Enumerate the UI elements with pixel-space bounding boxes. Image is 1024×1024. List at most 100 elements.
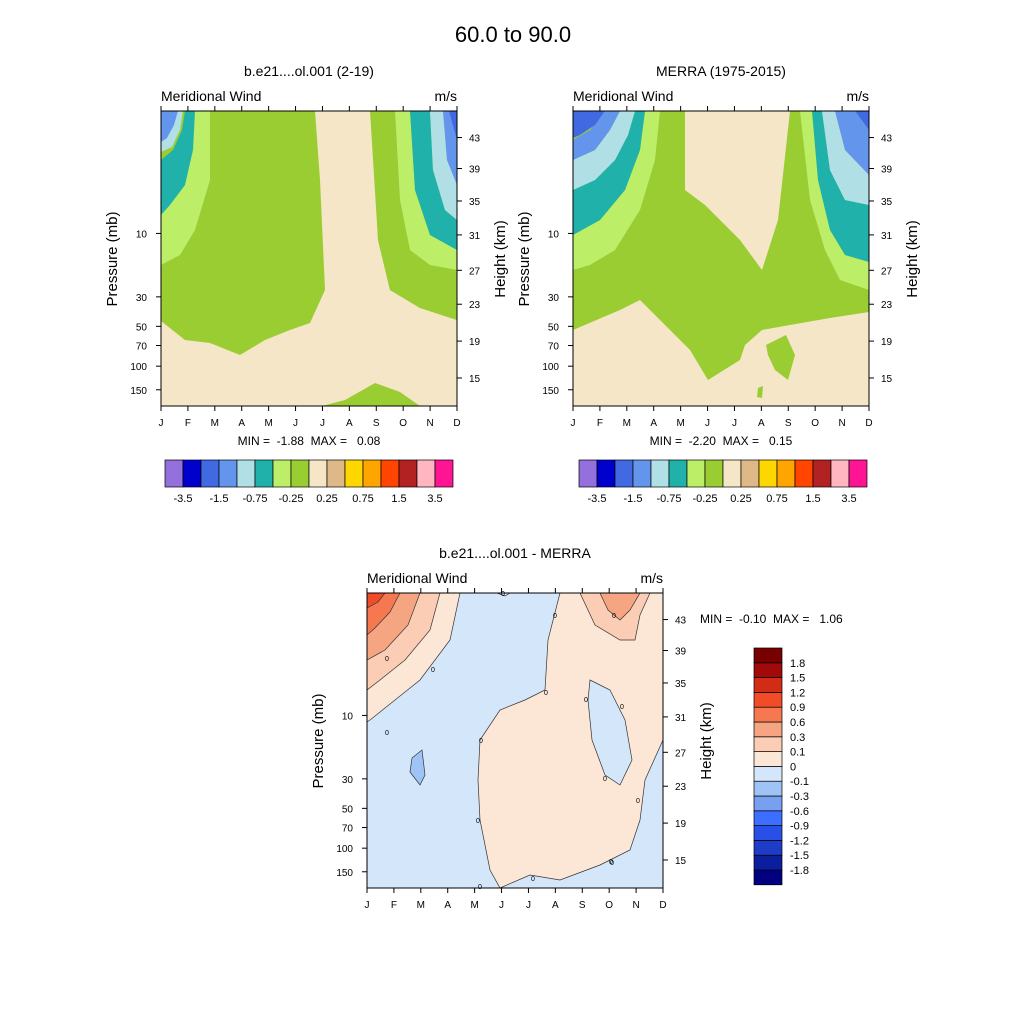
colorbar-label: 0.1 (790, 747, 805, 759)
x-tick-label: A (346, 418, 353, 429)
x-tick-label: D (453, 418, 460, 429)
x-tick-label: N (632, 900, 639, 911)
y-axis-label: Pressure (mb) (516, 211, 533, 306)
x-tick-label: M (211, 418, 219, 429)
y-tick-label: 150 (130, 386, 147, 397)
x-tick-label: J (705, 418, 710, 429)
colorbar-swatch (776, 459, 796, 488)
y-right-tick-label: 31 (881, 231, 893, 242)
y-right-tick-label: 31 (675, 713, 687, 724)
y-right-tick-label: 23 (881, 300, 893, 311)
x-tick-label: O (399, 418, 407, 429)
colorbar-label: 1.8 (790, 658, 805, 670)
x-tick-label: N (838, 418, 845, 429)
colorbar-label: -1.5 (790, 850, 809, 862)
x-tick-label: A (650, 418, 657, 429)
y-right-tick-label: 35 (675, 679, 687, 690)
colorbar-swatch (753, 766, 783, 782)
colorbar-swatch (753, 662, 783, 678)
colorbar-label: 1.5 (790, 673, 805, 685)
colorbar-swatch (704, 459, 724, 488)
contour-label: 0 (609, 859, 613, 866)
y-axis-model: 10 30 50 70 100 150 43 39 35 31 27 23 19 15 (130, 134, 480, 397)
y-right-tick-label: 23 (469, 300, 481, 311)
colorbar-swatch (614, 459, 634, 488)
y-right-tick-label: 27 (675, 748, 687, 759)
colorbar-label: 0.75 (352, 493, 373, 505)
colorbar-label: 0.75 (766, 493, 787, 505)
units-label: m/s (434, 88, 457, 104)
y-tick-label: 10 (136, 229, 148, 240)
y-tick-label: 70 (136, 342, 148, 353)
colorbar-label: 1.2 (790, 687, 805, 699)
colorbar-swatch (254, 459, 274, 488)
colorbar-label: 3.5 (841, 493, 856, 505)
colorbar-swatch (848, 459, 868, 488)
colorbar-swatch (758, 459, 778, 488)
units-label: m/s (846, 88, 869, 104)
colorbar-label: -1.5 (210, 493, 229, 505)
colorbar-label: 0.3 (790, 732, 805, 744)
y-right-tick-label: 19 (881, 337, 893, 348)
variable-label: Meridional Wind (161, 88, 261, 104)
contour-label: 0 (584, 697, 588, 704)
y-right-tick-label: 27 (881, 266, 893, 277)
y-axis-merra: 10 30 50 70 100 150 43 39 35 31 27 23 19 15 (542, 134, 892, 397)
panel-title: MERRA (1975-2015) (656, 63, 786, 79)
colorbar-model: -3.5 -1.5 -0.75 -0.25 0.25 0.75 1.5 3.5 (164, 459, 454, 505)
x-tick-label: D (659, 900, 666, 911)
variable-label: Meridional Wind (367, 570, 467, 586)
panel-merra: MERRA (1975-2015) Meridional Wind m/s J F… (516, 63, 921, 448)
minmax-text: MIN = -0.10 MAX = 1.06 (700, 612, 843, 626)
y-axis-right-label: Height (km) (698, 702, 715, 780)
y-axis-diff: 10 30 50 70 100 150 43 39 35 31 27 23 19 15 (336, 616, 686, 879)
x-tick-label: S (373, 418, 380, 429)
colorbar-swatch (753, 780, 783, 797)
y-right-tick-label: 31 (469, 231, 481, 242)
contour-label: 0 (501, 591, 505, 598)
y-axis-right-label: Height (km) (904, 220, 921, 298)
contour-label: 0 (620, 704, 624, 711)
contour-label: 0 (385, 730, 389, 737)
x-tick-label: J (499, 900, 504, 911)
y-axis-label: Pressure (mb) (310, 693, 327, 788)
y-right-tick-label: 15 (881, 374, 893, 385)
x-tick-label: J (732, 418, 737, 429)
y-right-tick-label: 43 (881, 134, 893, 145)
x-tick-label: J (526, 900, 531, 911)
y-right-tick-label: 27 (469, 266, 481, 277)
y-right-tick-label: 43 (469, 134, 481, 145)
contour-field (161, 111, 457, 406)
x-tick-label: M (470, 900, 478, 911)
colorbar-label: 0 (790, 761, 796, 773)
panel-title: b.e21....ol.001 - MERRA (439, 545, 591, 561)
y-axis-right-label: Height (km) (492, 220, 509, 298)
colorbar-swatch (578, 459, 598, 488)
colorbar-label: -0.75 (242, 493, 267, 505)
x-tick-label: J (159, 418, 164, 429)
colorbar-label: 3.5 (427, 493, 442, 505)
y-tick-label: 30 (136, 293, 148, 304)
colorbar-swatch (753, 647, 783, 664)
colorbar-label: 0.9 (790, 702, 805, 714)
colorbar-swatch (236, 459, 256, 488)
y-right-tick-label: 35 (469, 197, 481, 208)
colorbar-label: -3.5 (588, 493, 607, 505)
x-tick-label: F (391, 900, 397, 911)
x-tick-label: S (579, 900, 586, 911)
x-tick-label: S (785, 418, 792, 429)
x-tick-label: M (676, 418, 684, 429)
contour-label: 0 (431, 667, 435, 674)
colorbar-label: -1.2 (790, 835, 809, 847)
colorbar-label: -0.75 (656, 493, 681, 505)
colorbar-swatch (812, 459, 832, 488)
colorbar-label: -0.3 (790, 791, 809, 803)
colorbar-swatch (308, 459, 328, 488)
y-tick-label: 70 (342, 824, 354, 835)
variable-label: Meridional Wind (573, 88, 673, 104)
x-tick-label: A (238, 418, 245, 429)
colorbar-swatch (753, 751, 783, 767)
colorbar-label: 1.5 (391, 493, 406, 505)
